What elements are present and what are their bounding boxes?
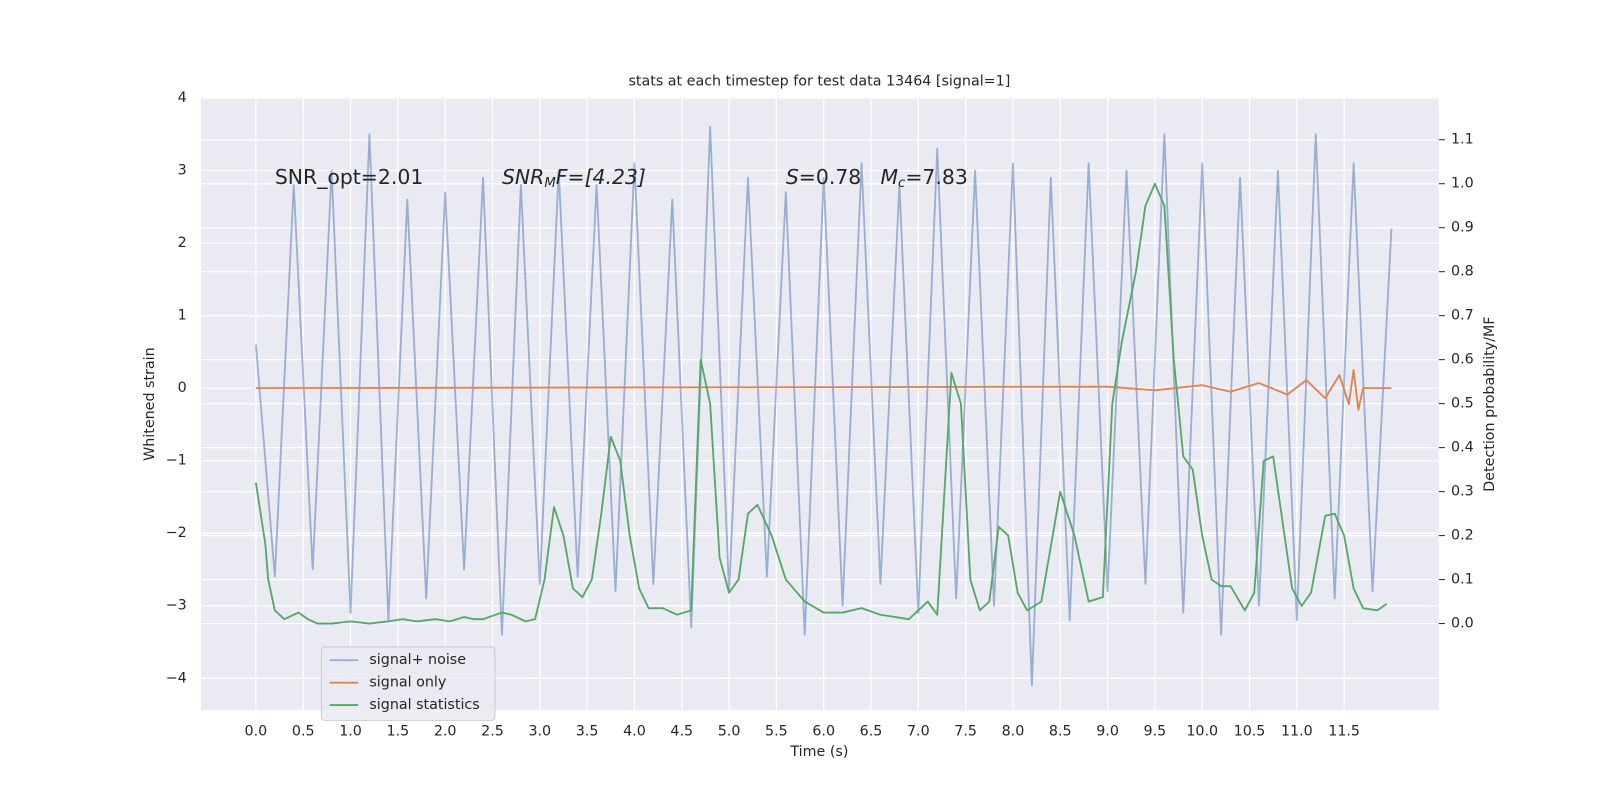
y2-axis-label: Detection probability/MF xyxy=(1482,316,1498,491)
x-tick-label: 7.0 xyxy=(907,724,930,740)
x-tick-label: 9.0 xyxy=(1096,724,1119,740)
x-tick-label: 2.0 xyxy=(434,724,457,740)
y2-tick-label: 0.1 xyxy=(1451,572,1474,588)
annotation-part: =7.83 xyxy=(905,165,968,189)
y2-tick-label: 0.0 xyxy=(1451,616,1474,632)
x-tick-label: 5.5 xyxy=(765,724,788,740)
annotation-sub: M xyxy=(544,176,556,191)
x-tick-label: 3.5 xyxy=(576,724,599,740)
y-tick-label: −1 xyxy=(166,453,187,469)
legend-label: signal+ noise xyxy=(369,652,466,668)
y2-tick-label: 0.5 xyxy=(1451,396,1474,412)
y-tick-label: −2 xyxy=(166,525,187,541)
x-tick-label: 1.5 xyxy=(387,724,410,740)
x-tick-label: 0.5 xyxy=(292,724,315,740)
y-tick-label: 1 xyxy=(178,308,187,324)
series-line xyxy=(255,182,1388,625)
x-tick-label: 4.0 xyxy=(623,724,646,740)
y2-tick-label: 0.3 xyxy=(1451,484,1474,500)
x-tick-label: 8.5 xyxy=(1049,724,1072,740)
legend-label: signal only xyxy=(369,675,446,691)
x-tick-label: 6.5 xyxy=(860,724,883,740)
annotation: SNR_opt=2.01 xyxy=(275,165,423,190)
legend-label: signal statistics xyxy=(369,697,479,713)
x-tick-label: 3.0 xyxy=(528,724,551,740)
series-line xyxy=(254,126,1393,687)
y2-tick-label: 0.6 xyxy=(1451,352,1474,368)
y-tick-label: 2 xyxy=(178,235,187,251)
annotation-part: =0.78 xyxy=(799,165,862,189)
chart-title: stats at each timestep for test data 134… xyxy=(628,74,1010,90)
x-tick-label: 4.5 xyxy=(670,724,693,740)
y-axis-label: Whitened strain xyxy=(142,347,158,461)
x-tick-label: 7.5 xyxy=(954,724,977,740)
annotation: Mc=7.83 xyxy=(880,165,967,191)
y2-tick-label: 0.4 xyxy=(1451,440,1474,456)
x-tick-label: 0.0 xyxy=(245,724,268,740)
annotation-part: SNR_opt=2.01 xyxy=(275,165,423,190)
annotation: S=0.78 xyxy=(786,165,861,189)
y-tick-label: 3 xyxy=(178,163,187,179)
annotation: SNRMF=[4.23] xyxy=(502,165,646,191)
y2-tick-label: 1.1 xyxy=(1451,132,1474,148)
x-tick-label: 11.0 xyxy=(1281,724,1313,740)
series-line xyxy=(255,369,1392,411)
x-tick-label: 11.5 xyxy=(1328,724,1360,740)
y-tick-label: −3 xyxy=(166,598,187,614)
y-tick-label: 0 xyxy=(178,380,187,396)
y-tick-label: 4 xyxy=(178,90,187,106)
y2-tick-label: 1.0 xyxy=(1451,176,1474,192)
x-tick-label: 1.0 xyxy=(339,724,362,740)
legend-box xyxy=(320,646,496,721)
y2-tick-label: 0.2 xyxy=(1451,528,1474,544)
x-tick-label: 9.5 xyxy=(1144,724,1167,740)
x-tick-label: 6.0 xyxy=(812,724,835,740)
y2-tick-label: 0.7 xyxy=(1451,308,1474,324)
annotation-part: SNR xyxy=(502,165,544,189)
x-tick-label: 2.5 xyxy=(481,724,504,740)
x-tick-label: 8.0 xyxy=(1002,724,1025,740)
annotation-sub: c xyxy=(898,176,906,191)
x-tick-label: 10.5 xyxy=(1234,724,1266,740)
x-tick-label: 10.0 xyxy=(1186,724,1218,740)
annotation-part: F=[4.23] xyxy=(556,165,646,189)
y2-tick-label: 0.9 xyxy=(1451,220,1474,236)
annotation-part: M xyxy=(880,165,898,189)
annotation-part: S xyxy=(786,165,799,189)
y-tick-label: −4 xyxy=(166,670,187,686)
y2-tick-label: 0.8 xyxy=(1451,264,1474,280)
x-tick-label: 5.0 xyxy=(718,724,741,740)
x-axis-label: Time (s) xyxy=(789,744,848,760)
